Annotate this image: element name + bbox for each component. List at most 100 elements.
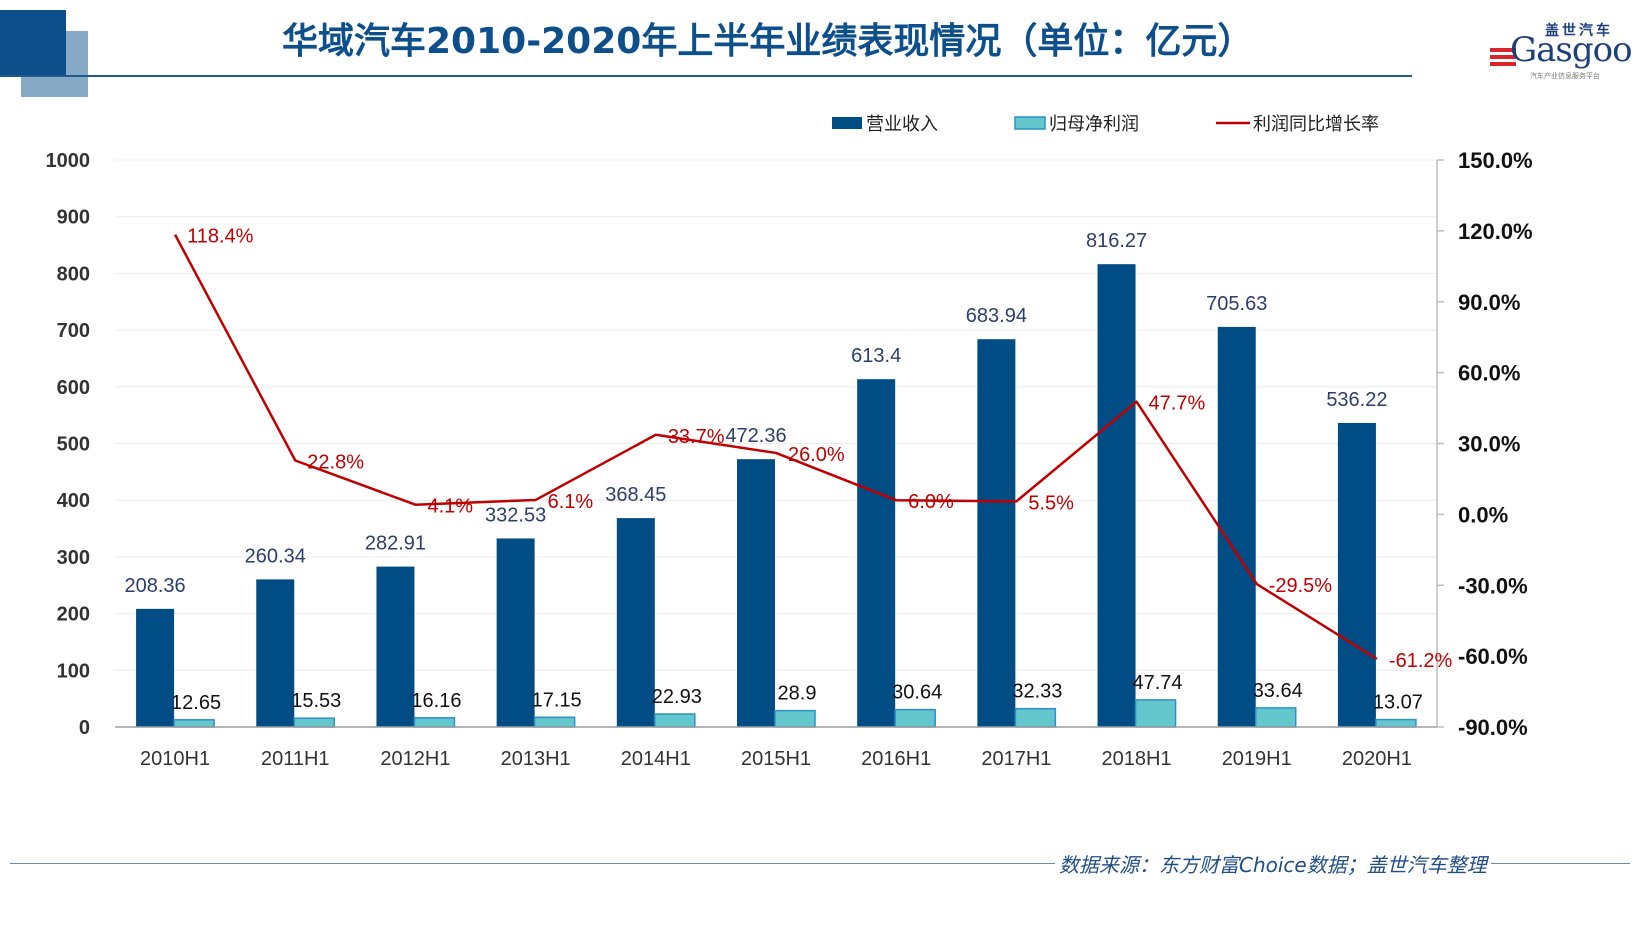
net-profit-data-label: 32.33 (1012, 681, 1062, 703)
net-profit-data-label: 33.64 (1253, 680, 1303, 702)
growth-rate-data-label: -29.5% (1269, 575, 1333, 597)
x-axis-tick-label: 2011H1 (261, 748, 330, 770)
growth-line (173, 234, 1378, 661)
revenue-data-label: 282.91 (365, 533, 426, 555)
left-axis-tick-label: 1000 (46, 150, 91, 172)
right-axis-tick-label: 0.0% (1458, 502, 1508, 527)
legend-label-growth: 利润同比增长率 (1253, 114, 1379, 134)
data-labels: 208.36 12.65 260.34 15.53 282.91 16.16 332.53 1… (125, 226, 1453, 714)
net-profit-bar (1254, 707, 1297, 728)
net-profit-data-label: 15.53 (291, 690, 341, 712)
left-axis-tick-label: 600 (57, 377, 90, 399)
bars (136, 264, 1417, 728)
revenue-data-label: 332.53 (485, 504, 546, 526)
net-profit-data-label: 22.93 (652, 686, 702, 708)
x-axis-tick-label: 2020H1 (1342, 748, 1412, 770)
x-axis-tick-label: 2010H1 (140, 748, 210, 770)
growth-rate-data-label: -61.2% (1389, 650, 1453, 672)
header-decor-square-dark (0, 10, 66, 75)
revenue-data-label: 816.27 (1086, 230, 1147, 252)
right-axis-tick-label: 120.0% (1458, 219, 1533, 244)
revenue-bar (1097, 264, 1136, 727)
x-axis-tick-label: 2015H1 (741, 748, 811, 770)
left-axis: 0 100 200 300 400 500 600 700 800 900 1000 (46, 150, 91, 739)
x-axis-tick-label: 2016H1 (861, 748, 931, 770)
revenue-bar (376, 566, 415, 727)
gasgoo-logo: 盖世汽车 Gasgoo 汽车产业信息服务平台 (1490, 18, 1640, 88)
logo-tagline: 汽车产业信息服务平台 (1530, 72, 1600, 80)
right-axis-tick-label: 30.0% (1458, 432, 1520, 457)
net-profit-bar (533, 716, 576, 728)
growth-rate-data-label: 6.1% (548, 491, 594, 513)
right-axis-tick-label: 60.0% (1458, 361, 1520, 386)
footer-rule (10, 863, 1630, 864)
net-profit-data-label: 28.9 (778, 683, 817, 705)
net-profit-bar (894, 708, 936, 728)
legend-label-revenue: 营业收入 (866, 114, 938, 134)
net-profit-bar (1134, 699, 1177, 728)
right-axis-tick-label: -90.0% (1458, 715, 1528, 740)
net-profit-data-label: 13.07 (1373, 692, 1423, 714)
logo-stripes-icon (1490, 48, 1516, 66)
net-profit-bar (1375, 718, 1417, 728)
legend-swatch-revenue (832, 117, 862, 129)
growth-rate-data-label: 6.0% (908, 491, 954, 513)
legend: 营业收入 归母净利润 利润同比增长率 (832, 114, 1379, 134)
chart-title: 华域汽车2010-2020年上半年业绩表现情况（单位：亿元） (282, 21, 1254, 62)
right-axis-tick-label: 90.0% (1458, 290, 1520, 315)
left-axis-tick-label: 100 (57, 660, 90, 682)
net-profit-bar (173, 719, 215, 728)
revenue-bar (256, 579, 295, 727)
net-profit-bar (413, 717, 456, 728)
left-axis-tick-label: 700 (57, 320, 90, 342)
revenue-bar (496, 538, 535, 727)
legend-label-net-profit: 归母净利润 (1049, 114, 1139, 134)
legend-swatch-net-profit (1014, 116, 1046, 130)
revenue-bar (1217, 326, 1256, 727)
header-rule (0, 75, 1412, 77)
revenue-data-label: 472.36 (725, 425, 786, 447)
logo-chinese-text: 盖世汽车 (1545, 23, 1613, 39)
x-axis-tick-label: 2014H1 (621, 748, 691, 770)
x-axis-tick-label: 2013H1 (501, 748, 571, 770)
x-axis-tick-label: 2019H1 (1222, 748, 1292, 770)
net-profit-data-label: 47.74 (1133, 672, 1183, 694)
revenue-data-label: 683.94 (966, 305, 1027, 327)
left-axis-tick-label: 300 (57, 547, 90, 569)
growth-rate-data-label: 5.5% (1028, 492, 1074, 514)
left-axis-tick-label: 200 (57, 604, 90, 626)
right-axis: -90.0% -60.0% -30.0% 0.0% 30.0% 60.0% 90.0% 120… (1436, 148, 1533, 740)
left-axis-tick-label: 500 (57, 434, 90, 456)
x-axis-tick-label: 2012H1 (380, 748, 450, 770)
right-axis-tick-label: -30.0% (1458, 573, 1528, 598)
right-axis-tick-label: -60.0% (1458, 644, 1528, 669)
growth-rate-line (173, 234, 1378, 661)
revenue-data-label: 208.36 (125, 575, 186, 597)
net-profit-data-label: 30.64 (892, 682, 942, 704)
net-profit-data-label: 17.15 (532, 689, 582, 711)
net-profit-data-label: 12.65 (171, 692, 221, 714)
data-source-note: 数据来源：东方财富Choice数据；盖世汽车整理 (1055, 849, 1491, 878)
left-axis-tick-label: 900 (57, 207, 90, 229)
growth-rate-data-label: 33.7% (668, 426, 725, 448)
growth-rate-data-label: 22.8% (307, 452, 364, 474)
growth-rate-data-label: 118.4% (187, 226, 254, 248)
revenue-bar (737, 459, 775, 727)
net-profit-bar (293, 717, 336, 728)
left-axis-tick-label: 0 (79, 717, 90, 739)
x-axis-tick-label: 2017H1 (981, 748, 1051, 770)
left-axis-tick-label: 400 (57, 490, 90, 512)
left-axis-tick-label: 800 (57, 263, 90, 285)
net-profit-data-label: 16.16 (411, 690, 461, 712)
growth-rate-data-label: 47.7% (1149, 393, 1206, 415)
revenue-bar (977, 339, 1016, 727)
net-profit-bar (774, 709, 816, 728)
x-axis-tick-label: 2018H1 (1102, 748, 1172, 770)
revenue-bar (857, 379, 896, 727)
growth-rate-data-label: 26.0% (788, 444, 845, 466)
revenue-data-label: 613.4 (851, 345, 901, 367)
growth-rate-data-label: 4.1% (427, 496, 473, 518)
revenue-bar (136, 608, 175, 727)
net-profit-bar (1014, 707, 1057, 728)
logo-english-text: Gasgoo (1510, 30, 1633, 70)
